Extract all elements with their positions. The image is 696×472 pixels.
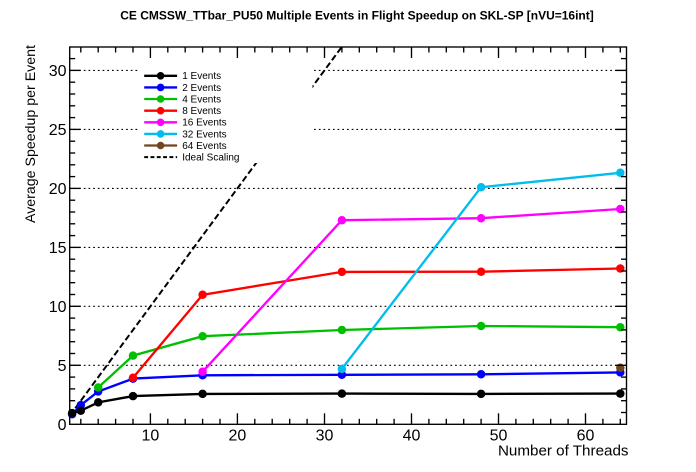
svg-text:60: 60 xyxy=(577,427,595,444)
svg-text:2 Events: 2 Events xyxy=(182,83,221,94)
svg-text:20: 20 xyxy=(49,181,67,198)
svg-text:10: 10 xyxy=(142,427,160,444)
svg-text:50: 50 xyxy=(490,427,508,444)
svg-text:8 Events: 8 Events xyxy=(182,106,221,117)
svg-text:Ideal Scaling: Ideal Scaling xyxy=(182,153,239,164)
svg-text:32 Events: 32 Events xyxy=(182,129,226,140)
svg-text:CE CMSSW_TTbar_PU50 Multiple E: CE CMSSW_TTbar_PU50 Multiple Events in F… xyxy=(120,8,594,22)
svg-text:16 Events: 16 Events xyxy=(182,118,226,129)
svg-text:40: 40 xyxy=(403,427,421,444)
svg-text:25: 25 xyxy=(49,122,67,139)
svg-text:20: 20 xyxy=(229,427,247,444)
svg-text:15: 15 xyxy=(49,240,67,257)
svg-text:10: 10 xyxy=(49,299,67,316)
svg-text:30: 30 xyxy=(49,63,67,80)
svg-text:5: 5 xyxy=(58,358,67,375)
svg-text:Average Speedup per Event: Average Speedup per Event xyxy=(23,45,39,223)
svg-text:1 Events: 1 Events xyxy=(182,71,221,82)
svg-text:4 Events: 4 Events xyxy=(182,94,221,105)
svg-text:0: 0 xyxy=(58,417,67,434)
svg-text:Number of Threads: Number of Threads xyxy=(498,442,629,459)
svg-text:64 Events: 64 Events xyxy=(182,141,226,152)
svg-text:30: 30 xyxy=(316,427,334,444)
